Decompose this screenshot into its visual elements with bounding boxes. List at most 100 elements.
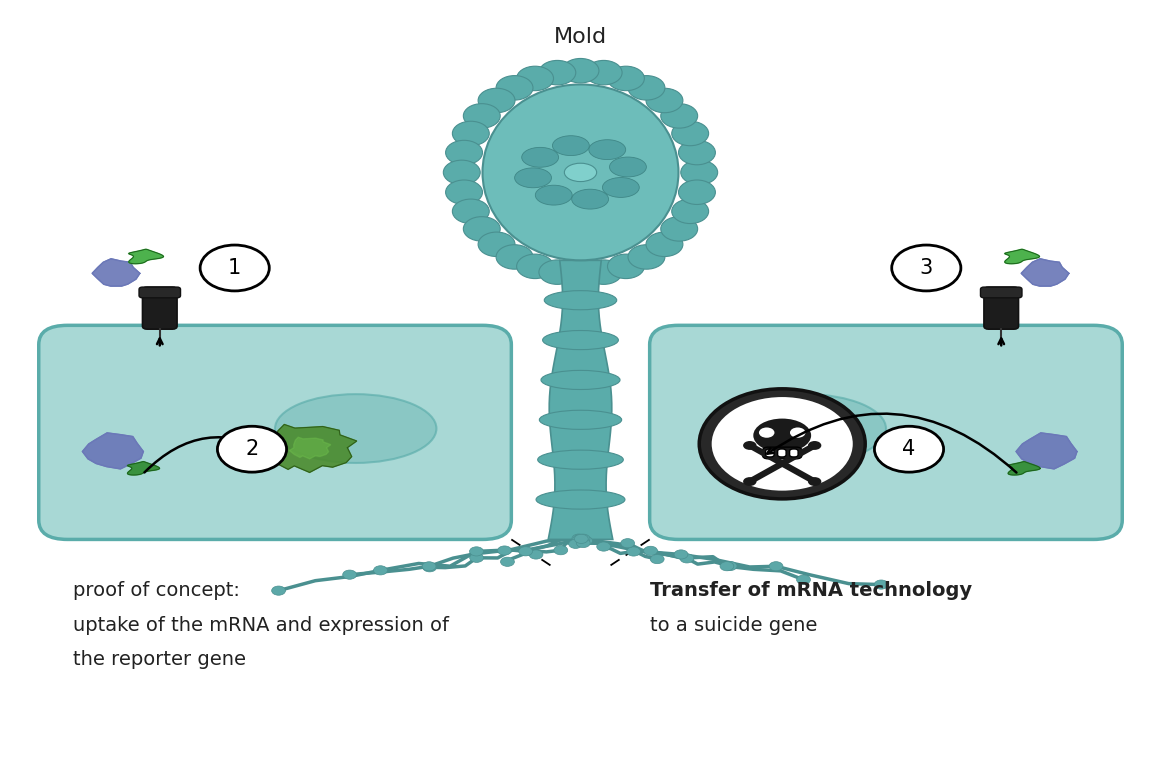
Circle shape [675, 550, 688, 559]
Circle shape [423, 562, 437, 571]
Circle shape [743, 477, 757, 486]
Text: the reporter gene: the reporter gene [73, 650, 246, 669]
Ellipse shape [514, 168, 551, 188]
Ellipse shape [521, 148, 558, 167]
Circle shape [446, 180, 483, 205]
Circle shape [607, 254, 644, 278]
Circle shape [578, 536, 592, 546]
Polygon shape [548, 261, 613, 540]
FancyBboxPatch shape [38, 325, 511, 540]
Circle shape [650, 554, 664, 564]
FancyBboxPatch shape [778, 449, 786, 457]
FancyBboxPatch shape [765, 449, 774, 457]
Ellipse shape [789, 427, 806, 438]
Circle shape [575, 534, 589, 543]
Circle shape [446, 141, 483, 165]
Polygon shape [265, 424, 356, 472]
Circle shape [539, 260, 576, 284]
Polygon shape [128, 461, 159, 475]
Circle shape [500, 557, 514, 567]
Ellipse shape [541, 370, 620, 390]
Ellipse shape [610, 157, 647, 177]
Polygon shape [1016, 433, 1077, 469]
Circle shape [769, 562, 783, 570]
Circle shape [453, 121, 489, 145]
Circle shape [562, 262, 599, 286]
Polygon shape [1022, 259, 1069, 286]
Circle shape [720, 562, 734, 570]
FancyBboxPatch shape [983, 287, 1018, 329]
Circle shape [469, 547, 483, 556]
Circle shape [643, 547, 657, 556]
Circle shape [672, 121, 708, 145]
Circle shape [529, 550, 543, 559]
Circle shape [272, 586, 286, 595]
Circle shape [661, 104, 698, 128]
Circle shape [453, 199, 489, 223]
Text: to a suicide gene: to a suicide gene [650, 616, 817, 635]
Circle shape [874, 580, 888, 589]
Ellipse shape [536, 490, 625, 509]
Circle shape [712, 397, 853, 491]
Circle shape [646, 232, 683, 257]
Circle shape [585, 260, 622, 284]
Text: Transfer of mRNA technology: Transfer of mRNA technology [650, 581, 972, 601]
Circle shape [470, 553, 483, 563]
Ellipse shape [589, 140, 626, 159]
Ellipse shape [603, 178, 640, 197]
Ellipse shape [542, 331, 619, 349]
Circle shape [585, 60, 622, 85]
Circle shape [478, 88, 515, 113]
Circle shape [576, 534, 590, 543]
Circle shape [498, 546, 512, 555]
Text: 2: 2 [245, 439, 259, 459]
Ellipse shape [553, 136, 590, 155]
Circle shape [796, 575, 810, 584]
Polygon shape [82, 433, 143, 469]
Text: 3: 3 [920, 258, 933, 278]
Polygon shape [1008, 461, 1040, 475]
Circle shape [562, 59, 599, 83]
Ellipse shape [540, 410, 621, 429]
Ellipse shape [724, 394, 886, 463]
Circle shape [517, 254, 554, 278]
Circle shape [678, 180, 715, 205]
Circle shape [699, 389, 865, 499]
Circle shape [200, 245, 269, 291]
Circle shape [808, 477, 821, 486]
Circle shape [342, 570, 356, 579]
Text: 4: 4 [902, 439, 916, 459]
Circle shape [743, 441, 757, 450]
Circle shape [627, 547, 641, 556]
Ellipse shape [538, 450, 623, 469]
Ellipse shape [275, 394, 437, 463]
FancyBboxPatch shape [789, 449, 798, 457]
Circle shape [874, 426, 944, 472]
Circle shape [517, 66, 554, 90]
Text: uptake of the mRNA and expression of: uptake of the mRNA and expression of [73, 616, 449, 635]
Circle shape [554, 546, 568, 555]
Circle shape [607, 66, 644, 90]
Ellipse shape [759, 427, 774, 438]
Circle shape [678, 141, 715, 165]
Ellipse shape [535, 186, 572, 205]
Circle shape [572, 534, 586, 543]
FancyBboxPatch shape [763, 447, 802, 459]
Text: Mold: Mold [554, 27, 607, 47]
Circle shape [680, 553, 694, 563]
Circle shape [463, 104, 500, 128]
Circle shape [496, 76, 533, 100]
Ellipse shape [545, 291, 616, 310]
Ellipse shape [483, 84, 678, 261]
Circle shape [374, 566, 388, 575]
Circle shape [808, 441, 821, 450]
Ellipse shape [564, 163, 597, 182]
Circle shape [569, 540, 583, 548]
Text: 1: 1 [228, 258, 241, 278]
FancyBboxPatch shape [139, 287, 180, 298]
Circle shape [539, 60, 576, 85]
Circle shape [478, 232, 515, 257]
Circle shape [576, 536, 589, 545]
Circle shape [892, 245, 961, 291]
Circle shape [661, 216, 698, 241]
